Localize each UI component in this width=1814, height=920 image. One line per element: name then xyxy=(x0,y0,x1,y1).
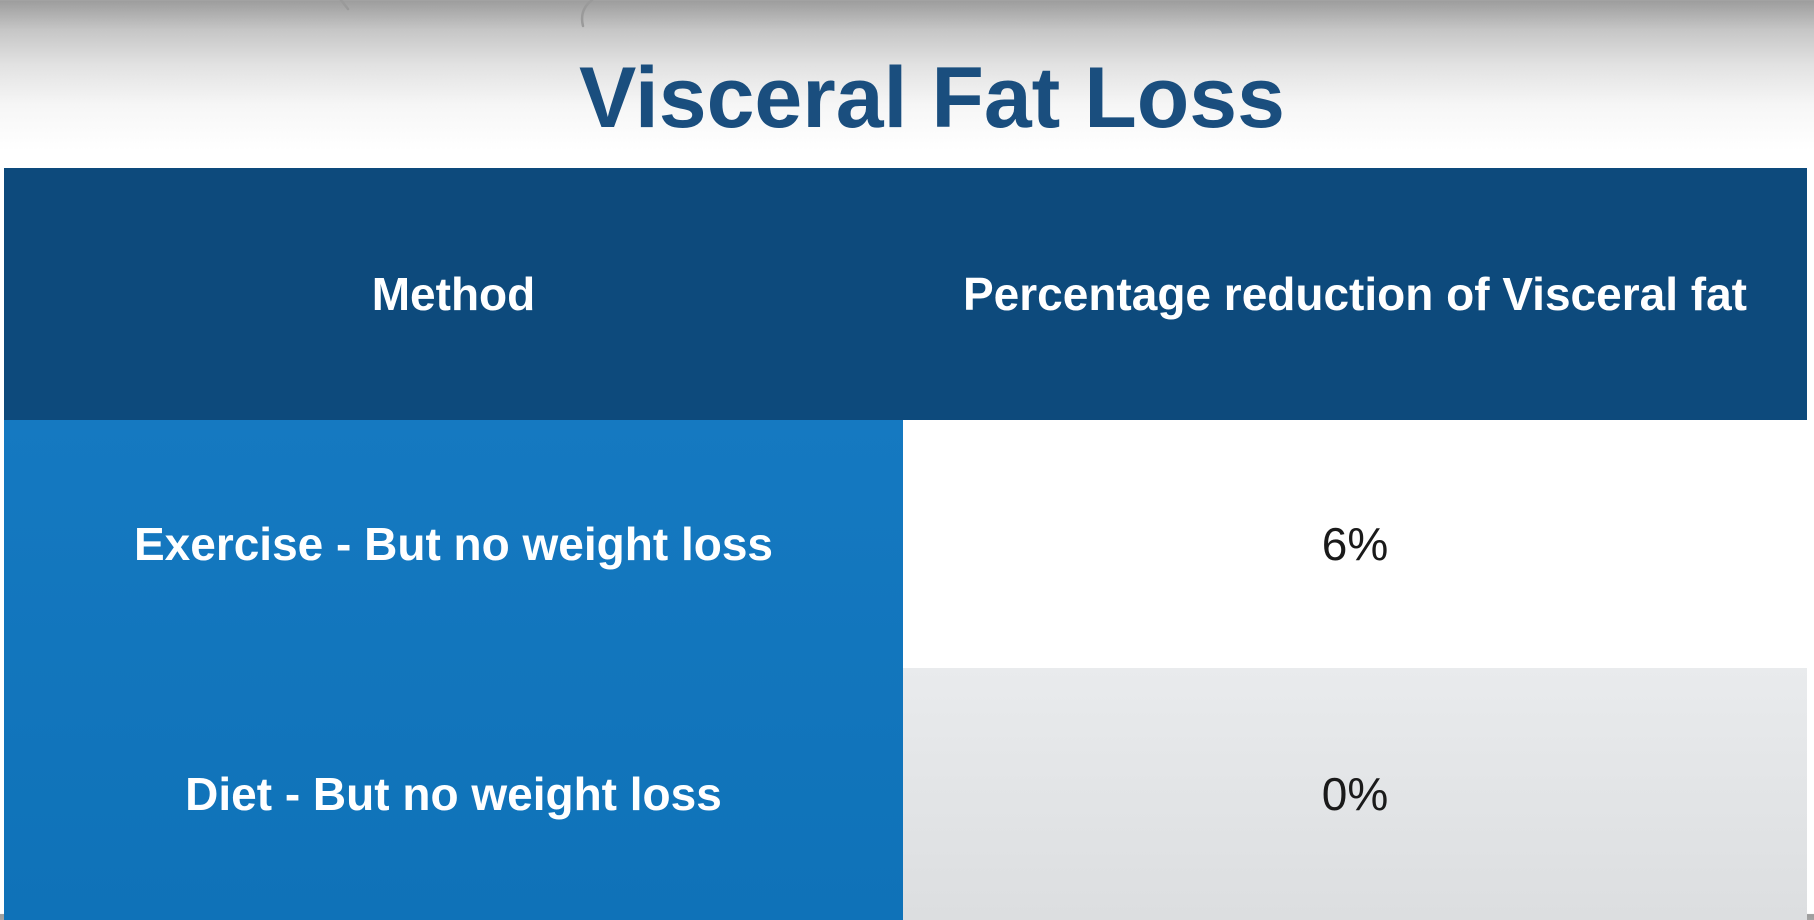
method-column: Exercise - But no weight loss Diet - But… xyxy=(4,420,903,920)
page-title: Visceral Fat Loss xyxy=(579,49,1285,146)
visceral-fat-table: Method Percentage reduction of Visceral … xyxy=(4,168,1807,920)
column-header-method: Method xyxy=(371,268,536,320)
method-cell-diet: Diet - But no weight loss xyxy=(185,768,722,820)
column-header-percentage-reduction: Percentage reduction of Visceral fat xyxy=(963,268,1747,320)
table-header-row: Method Percentage reduction of Visceral … xyxy=(4,168,1807,420)
stray-pen-marks xyxy=(339,0,594,28)
value-column: 6% 0% xyxy=(903,420,1807,920)
value-cell-diet-percentage: 0% xyxy=(903,668,1807,920)
method-cell-exercise: Exercise - But no weight loss xyxy=(133,518,774,570)
table-body: Exercise - But no weight loss Diet - But… xyxy=(4,420,1807,920)
value-cell-exercise-percentage: 6% xyxy=(903,420,1807,668)
